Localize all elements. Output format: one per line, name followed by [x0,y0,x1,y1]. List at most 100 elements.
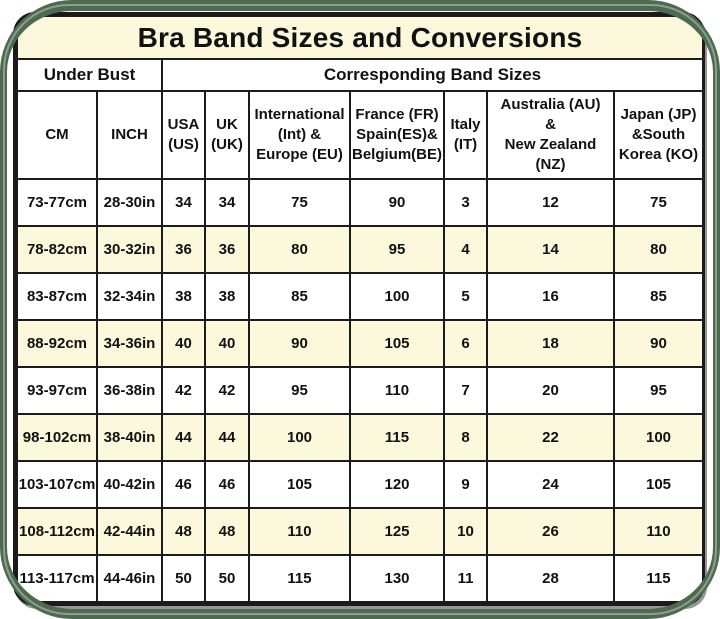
cell-inch: 42-44in [96,507,163,556]
table-body: 73-77cm 28-30in 34 34 75 90 3 12 75 78-82cm 30-32i… [16,178,702,603]
cell-cm: 113-117cm [16,554,98,603]
cell-cm: 73-77cm [16,178,98,227]
table-row: 113-117cm 44-46in 50 50 115 130 11 28 115 [16,554,702,603]
cell-uk: 48 [204,507,250,556]
cell-au-nz: 26 [486,507,615,556]
column-header-jp-ko: Japan (JP) &South Korea (KO) [612,90,702,180]
cell-eu: 110 [248,507,351,556]
cell-us: 38 [161,272,206,321]
cell-inch: 38-40in [96,413,163,462]
cell-cm: 93-97cm [16,366,98,415]
cell-eu: 95 [248,366,351,415]
group-header-corresponding-band-sizes: Corresponding Band Sizes [160,58,702,92]
cell-uk: 40 [204,319,250,368]
cell-eu: 75 [248,178,351,227]
cell-fr-es-be: 100 [349,272,445,321]
cell-cm: 78-82cm [16,225,98,274]
cell-it: 6 [443,319,488,368]
cell-uk: 36 [204,225,250,274]
cell-it: 5 [443,272,488,321]
group-header-row: Under Bust Corresponding Band Sizes [16,58,702,92]
cell-us: 42 [161,366,206,415]
cell-uk: 44 [204,413,250,462]
cell-au-nz: 24 [486,460,615,509]
cell-us: 46 [161,460,206,509]
column-header-us: USA (US) [161,90,206,180]
cell-au-nz: 20 [486,366,615,415]
size-conversion-table: Bra Band Sizes and Conversions Under Bus… [16,15,702,603]
cell-cm: 103-107cm [16,460,98,509]
cell-it: 11 [443,554,488,603]
cell-cm: 88-92cm [16,319,98,368]
column-header-fr-es-be: France (FR) Spain(ES)& Belgium(BE) [349,90,445,180]
cell-eu: 90 [248,319,351,368]
cell-jp-ko: 85 [612,272,702,321]
cell-jp-ko: 110 [612,507,702,556]
cell-au-nz: 16 [486,272,615,321]
cell-eu: 115 [248,554,351,603]
cell-au-nz: 14 [486,225,615,274]
cell-eu: 105 [248,460,351,509]
cell-jp-ko: 100 [612,413,702,462]
size-chart-card: Bra Band Sizes and Conversions Under Bus… [13,12,705,606]
cell-au-nz: 12 [486,178,615,227]
cell-us: 50 [161,554,206,603]
cell-it: 3 [443,178,488,227]
cell-uk: 50 [204,554,250,603]
column-header-au-nz: Australia (AU) & New Zealand (NZ) [486,90,615,180]
column-header-inch: INCH [96,90,163,180]
cell-it: 9 [443,460,488,509]
table-row: 98-102cm 38-40in 44 44 100 115 8 22 100 [16,413,702,462]
cell-jp-ko: 95 [612,366,702,415]
cell-inch: 34-36in [96,319,163,368]
cell-cm: 98-102cm [16,413,98,462]
column-header-cm: CM [16,90,98,180]
cell-cm: 83-87cm [16,272,98,321]
table-row: 108-112cm 42-44in 48 48 110 125 10 26 110 [16,507,702,556]
cell-jp-ko: 105 [612,460,702,509]
cell-inch: 32-34in [96,272,163,321]
cell-fr-es-be: 95 [349,225,445,274]
column-header-eu: International (Int) & Europe (EU) [248,90,351,180]
column-header-it: Italy (IT) [443,90,488,180]
cell-us: 34 [161,178,206,227]
cell-eu: 85 [248,272,351,321]
column-header-row: CM INCH USA (US) UK (UK) International (Int)… [16,90,702,180]
group-header-under-bust: Under Bust [16,58,163,92]
cell-inch: 36-38in [96,366,163,415]
cell-fr-es-be: 105 [349,319,445,368]
cell-fr-es-be: 110 [349,366,445,415]
cell-fr-es-be: 90 [349,178,445,227]
table-row: 88-92cm 34-36in 40 40 90 105 6 18 90 [16,319,702,368]
table-row: 83-87cm 32-34in 38 38 85 100 5 16 85 [16,272,702,321]
cell-jp-ko: 75 [612,178,702,227]
cell-us: 48 [161,507,206,556]
cell-uk: 34 [204,178,250,227]
title-row: Bra Band Sizes and Conversions [16,15,702,60]
column-header-uk: UK (UK) [204,90,250,180]
table-row: 103-107cm 40-42in 46 46 105 120 9 24 105 [16,460,702,509]
cell-jp-ko: 115 [612,554,702,603]
cell-inch: 40-42in [96,460,163,509]
cell-jp-ko: 90 [612,319,702,368]
cell-cm: 108-112cm [16,507,98,556]
cell-au-nz: 28 [486,554,615,603]
cell-uk: 38 [204,272,250,321]
cell-us: 44 [161,413,206,462]
cell-eu: 80 [248,225,351,274]
table-row: 78-82cm 30-32in 36 36 80 95 4 14 80 [16,225,702,274]
cell-au-nz: 18 [486,319,615,368]
cell-fr-es-be: 125 [349,507,445,556]
table-row: 73-77cm 28-30in 34 34 75 90 3 12 75 [16,178,702,227]
cell-us: 36 [161,225,206,274]
cell-it: 7 [443,366,488,415]
cell-it: 8 [443,413,488,462]
cell-fr-es-be: 120 [349,460,445,509]
cell-au-nz: 22 [486,413,615,462]
cell-inch: 30-32in [96,225,163,274]
cell-uk: 46 [204,460,250,509]
cell-inch: 44-46in [96,554,163,603]
cell-us: 40 [161,319,206,368]
cell-fr-es-be: 115 [349,413,445,462]
